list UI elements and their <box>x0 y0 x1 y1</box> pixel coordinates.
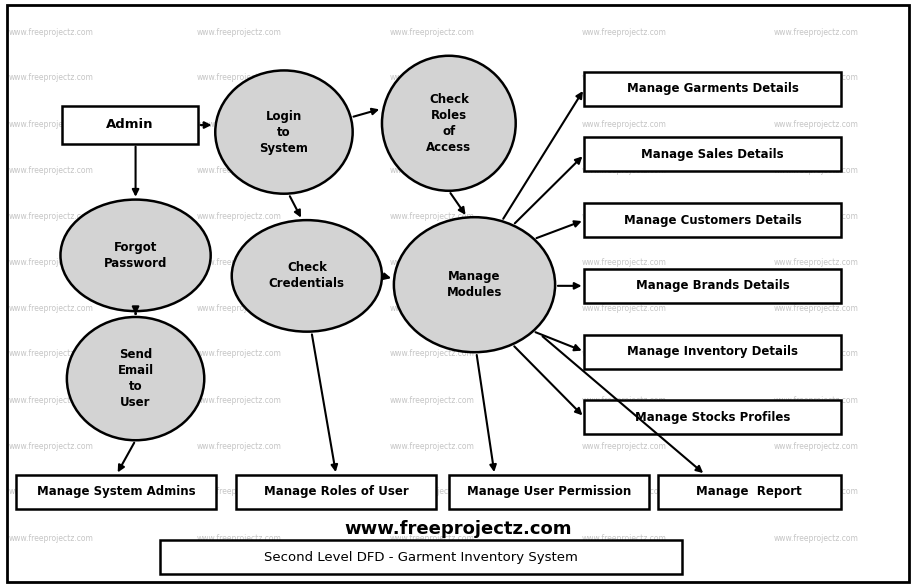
Text: Manage Roles of User: Manage Roles of User <box>264 485 409 498</box>
Text: www.freeprojectz.com: www.freeprojectz.com <box>774 487 859 497</box>
Text: www.freeprojectz.com: www.freeprojectz.com <box>9 211 94 221</box>
Ellipse shape <box>60 200 211 311</box>
Text: www.freeprojectz.com: www.freeprojectz.com <box>197 396 282 405</box>
Text: Manage
Modules: Manage Modules <box>447 270 502 299</box>
Text: www.freeprojectz.com: www.freeprojectz.com <box>582 120 667 129</box>
Text: www.freeprojectz.com: www.freeprojectz.com <box>9 73 94 82</box>
Bar <box>584 400 841 434</box>
Text: www.freeprojectz.com: www.freeprojectz.com <box>774 166 859 175</box>
Text: Check
Roles
of
Access: Check Roles of Access <box>426 93 472 154</box>
Text: Manage Garments Details: Manage Garments Details <box>627 82 799 95</box>
Text: www.freeprojectz.com: www.freeprojectz.com <box>582 258 667 267</box>
Text: www.freeprojectz.com: www.freeprojectz.com <box>197 487 282 497</box>
Text: www.freeprojectz.com: www.freeprojectz.com <box>197 120 282 129</box>
Text: www.freeprojectz.com: www.freeprojectz.com <box>774 258 859 267</box>
Bar <box>449 475 649 509</box>
Text: www.freeprojectz.com: www.freeprojectz.com <box>774 349 859 359</box>
Text: Manage Customers Details: Manage Customers Details <box>624 214 802 227</box>
Ellipse shape <box>394 217 555 352</box>
Text: www.freeprojectz.com: www.freeprojectz.com <box>9 120 94 129</box>
Bar <box>658 475 841 509</box>
Text: www.freeprojectz.com: www.freeprojectz.com <box>774 211 859 221</box>
Text: Manage User Permission: Manage User Permission <box>466 485 631 498</box>
Text: www.freeprojectz.com: www.freeprojectz.com <box>582 28 667 37</box>
Text: www.freeprojectz.com: www.freeprojectz.com <box>389 441 474 451</box>
Text: www.freeprojectz.com: www.freeprojectz.com <box>389 534 474 543</box>
Text: www.freeprojectz.com: www.freeprojectz.com <box>389 303 474 313</box>
Text: www.freeprojectz.com: www.freeprojectz.com <box>197 534 282 543</box>
Text: www.freeprojectz.com: www.freeprojectz.com <box>197 441 282 451</box>
Text: www.freeprojectz.com: www.freeprojectz.com <box>197 73 282 82</box>
Text: www.freeprojectz.com: www.freeprojectz.com <box>389 28 474 37</box>
Ellipse shape <box>67 317 204 440</box>
Text: www.freeprojectz.com: www.freeprojectz.com <box>774 28 859 37</box>
Text: www.freeprojectz.com: www.freeprojectz.com <box>197 211 282 221</box>
Text: Second Level DFD - Garment Inventory System: Second Level DFD - Garment Inventory Sys… <box>265 551 578 564</box>
Text: Check
Credentials: Check Credentials <box>269 261 344 291</box>
Text: www.freeprojectz.com: www.freeprojectz.com <box>774 396 859 405</box>
Text: www.freeprojectz.com: www.freeprojectz.com <box>9 441 94 451</box>
Text: www.freeprojectz.com: www.freeprojectz.com <box>582 441 667 451</box>
Text: www.freeprojectz.com: www.freeprojectz.com <box>9 396 94 405</box>
Text: Manage Brands Details: Manage Brands Details <box>636 279 790 292</box>
Text: Login
to
System: Login to System <box>259 110 309 154</box>
Text: www.freeprojectz.com: www.freeprojectz.com <box>9 166 94 175</box>
Ellipse shape <box>382 56 516 191</box>
Text: www.freeprojectz.com: www.freeprojectz.com <box>389 396 474 405</box>
Text: Manage System Admins: Manage System Admins <box>37 485 196 498</box>
Text: www.freeprojectz.com: www.freeprojectz.com <box>197 303 282 313</box>
Text: www.freeprojectz.com: www.freeprojectz.com <box>774 441 859 451</box>
Text: www.freeprojectz.com: www.freeprojectz.com <box>582 73 667 82</box>
Text: www.freeprojectz.com: www.freeprojectz.com <box>582 396 667 405</box>
Text: www.freeprojectz.com: www.freeprojectz.com <box>389 166 474 175</box>
Text: www.freeprojectz.com: www.freeprojectz.com <box>774 120 859 129</box>
Text: www.freeprojectz.com: www.freeprojectz.com <box>9 303 94 313</box>
Text: www.freeprojectz.com: www.freeprojectz.com <box>582 166 667 175</box>
Text: Manage Inventory Details: Manage Inventory Details <box>627 345 798 358</box>
Bar <box>160 540 682 574</box>
Text: www.freeprojectz.com: www.freeprojectz.com <box>582 534 667 543</box>
Text: Send
Email
to
User: Send Email to User <box>117 348 154 409</box>
Text: www.freeprojectz.com: www.freeprojectz.com <box>9 534 94 543</box>
Text: www.freeprojectz.com: www.freeprojectz.com <box>774 303 859 313</box>
Text: www.freeprojectz.com: www.freeprojectz.com <box>582 303 667 313</box>
Text: www.freeprojectz.com: www.freeprojectz.com <box>197 258 282 267</box>
Text: www.freeprojectz.com: www.freeprojectz.com <box>389 349 474 359</box>
Text: www.freeprojectz.com: www.freeprojectz.com <box>389 258 474 267</box>
Bar <box>584 269 841 303</box>
Text: www.freeprojectz.com: www.freeprojectz.com <box>9 487 94 497</box>
Text: www.freeprojectz.com: www.freeprojectz.com <box>197 349 282 359</box>
Text: www.freeprojectz.com: www.freeprojectz.com <box>582 211 667 221</box>
Text: www.freeprojectz.com: www.freeprojectz.com <box>774 534 859 543</box>
Bar <box>16 475 216 509</box>
Ellipse shape <box>215 70 353 194</box>
Text: Manage Stocks Profiles: Manage Stocks Profiles <box>635 411 791 424</box>
Text: www.freeprojectz.com: www.freeprojectz.com <box>389 120 474 129</box>
Text: www.freeprojectz.com: www.freeprojectz.com <box>774 73 859 82</box>
Text: www.freeprojectz.com: www.freeprojectz.com <box>582 487 667 497</box>
Text: www.freeprojectz.com: www.freeprojectz.com <box>9 258 94 267</box>
Bar <box>584 72 841 106</box>
Bar <box>584 203 841 237</box>
Text: Admin: Admin <box>106 118 154 131</box>
Bar <box>584 335 841 369</box>
Text: www.freeprojectz.com: www.freeprojectz.com <box>344 521 572 538</box>
Bar <box>236 475 436 509</box>
Text: www.freeprojectz.com: www.freeprojectz.com <box>197 28 282 37</box>
Text: www.freeprojectz.com: www.freeprojectz.com <box>389 487 474 497</box>
Text: www.freeprojectz.com: www.freeprojectz.com <box>582 349 667 359</box>
Text: Manage  Report: Manage Report <box>696 485 802 498</box>
Bar <box>584 137 841 171</box>
Text: www.freeprojectz.com: www.freeprojectz.com <box>389 73 474 82</box>
Text: www.freeprojectz.com: www.freeprojectz.com <box>389 211 474 221</box>
Text: Manage Sales Details: Manage Sales Details <box>641 148 784 161</box>
Bar <box>62 106 198 144</box>
Text: www.freeprojectz.com: www.freeprojectz.com <box>9 28 94 37</box>
Text: www.freeprojectz.com: www.freeprojectz.com <box>197 166 282 175</box>
Ellipse shape <box>232 220 382 332</box>
Text: Forgot
Password: Forgot Password <box>104 241 168 270</box>
Text: www.freeprojectz.com: www.freeprojectz.com <box>9 349 94 359</box>
